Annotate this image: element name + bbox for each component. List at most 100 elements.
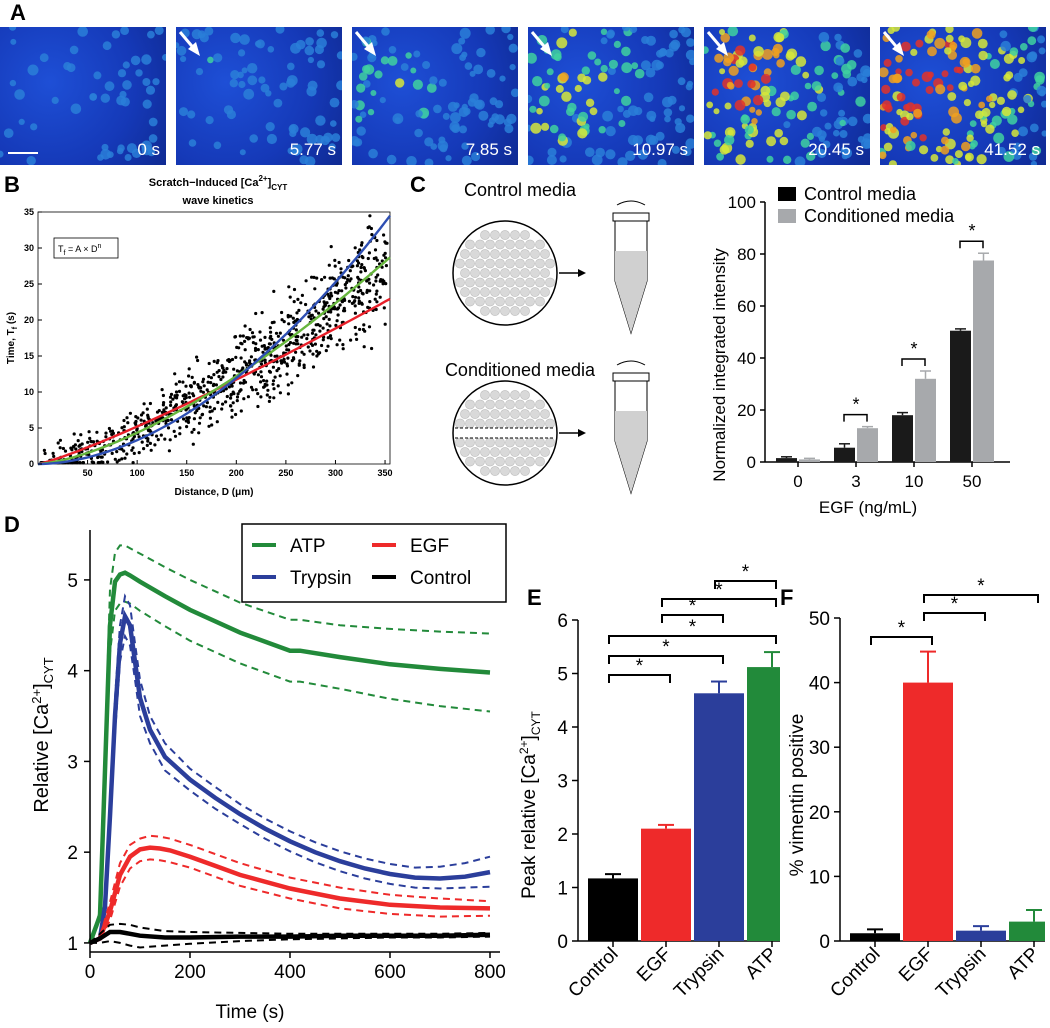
scatter-point (136, 416, 140, 420)
cell (948, 106, 959, 118)
cell (410, 67, 417, 74)
cell (605, 126, 616, 137)
significance-bracket (608, 635, 777, 644)
legend-label-trypsin: Trypsin (290, 568, 352, 589)
cell-disc (485, 277, 495, 288)
scatter-point (328, 296, 332, 301)
cell (795, 56, 807, 67)
x-tick-label: 200 (174, 962, 206, 983)
scatter-point (149, 448, 153, 452)
cell (649, 116, 656, 122)
cell (352, 100, 359, 109)
cell (631, 62, 639, 70)
scatter-point (235, 369, 239, 373)
scatter-point (134, 422, 138, 426)
scatter-point (297, 363, 301, 367)
cell (412, 79, 423, 90)
cell (723, 52, 734, 64)
cell (641, 36, 650, 44)
cell (306, 133, 318, 145)
cell-disc (485, 456, 495, 467)
scatter-point (312, 275, 316, 279)
cell (567, 102, 577, 113)
cell-disc (465, 456, 475, 467)
bar-egf (903, 682, 953, 941)
cell-disc (545, 437, 555, 448)
y-tick-label: 30 (24, 243, 34, 253)
scatter-point (375, 300, 379, 304)
significance-bracket (661, 614, 724, 623)
panel-letter-d: D (4, 512, 20, 537)
scatter-point (266, 388, 270, 392)
scatter-point (191, 392, 195, 396)
scatter-point (304, 279, 308, 283)
upper-bound-control (89, 922, 491, 944)
scatter-point (357, 301, 361, 305)
cell-disc (535, 296, 545, 307)
scatter-point (272, 396, 276, 400)
cell (835, 56, 845, 66)
cell (574, 84, 582, 93)
scatter-point (196, 358, 200, 363)
x-tick-label: 600 (374, 962, 406, 983)
cell (14, 89, 25, 100)
scatter-point (265, 393, 269, 397)
scatter-point (75, 461, 79, 465)
cell (970, 63, 981, 74)
cell (117, 69, 127, 78)
cell (617, 157, 628, 165)
scatter-point (240, 342, 244, 346)
scatter-point (86, 440, 90, 444)
cell (89, 93, 98, 101)
scatter-point (372, 283, 376, 287)
y-tick-label: 1 (67, 934, 78, 955)
cell (883, 142, 893, 152)
cell (735, 154, 746, 165)
cell (122, 61, 130, 69)
cell-disc (535, 258, 545, 269)
scatter-point (185, 416, 189, 420)
cell-disc (490, 447, 500, 457)
cell (728, 65, 739, 76)
scatter-point (316, 352, 320, 356)
scatter-point (316, 323, 320, 327)
scatter-point (174, 382, 178, 386)
scatter-point (244, 362, 248, 366)
scatter-point (182, 417, 186, 421)
scatter-point (197, 421, 202, 425)
cell (101, 143, 109, 151)
cell (600, 64, 608, 73)
cell (895, 68, 902, 75)
cell (374, 70, 383, 79)
cell-disc (545, 418, 555, 429)
cell (9, 79, 17, 87)
scatter-point (287, 348, 291, 352)
cell-disc (465, 277, 475, 288)
cell (981, 107, 991, 117)
cell (473, 64, 484, 75)
upper-bound-egf (89, 834, 491, 944)
scatter-point (314, 333, 318, 337)
significance-star: * (977, 576, 985, 597)
cell (188, 139, 197, 147)
scatter-point (321, 326, 325, 330)
legend-label-control: Control media (804, 184, 917, 204)
cell (459, 125, 467, 134)
scatter-point (239, 356, 243, 360)
cell (546, 68, 554, 76)
scatter-point (278, 391, 282, 395)
scatter-point (125, 452, 129, 456)
cell (388, 46, 397, 54)
scatter-point (334, 323, 338, 327)
scatter-point (302, 352, 306, 356)
cell (1020, 43, 1028, 51)
cell (900, 41, 911, 52)
schematic-label-control: Control media (464, 180, 577, 200)
cell (314, 44, 324, 55)
cell (627, 134, 639, 146)
cell (1003, 151, 1015, 162)
y-tick-label: 5 (29, 423, 34, 433)
cell (39, 53, 49, 63)
